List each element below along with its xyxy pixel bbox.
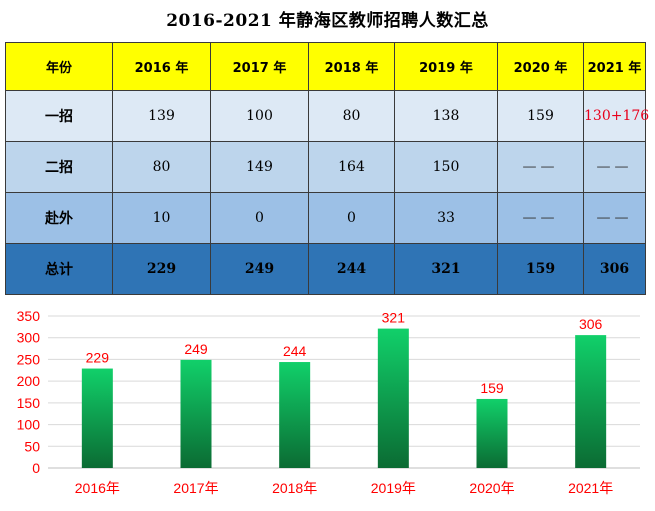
bar [575,335,607,468]
table-row-first-round: 一招 139 100 80 138 159 130+176 [5,90,649,142]
row-label: 总计 [5,243,113,295]
table-cell: 139 [112,90,211,142]
header-cell: 2017 年 [210,42,309,91]
table-cell-highlight: 130+176 [583,90,649,142]
table-cell: 0 [210,192,309,244]
table-cell: 249 [210,243,309,295]
bar [377,328,409,468]
header-cell: 2019 年 [394,42,498,91]
bar [279,362,311,468]
table-cell: 100 [210,90,309,142]
table-cell: —— [583,141,646,193]
y-tick-label: 350 [17,308,41,324]
y-tick-label: 200 [17,373,41,389]
page-title: 2016-2021 年静海区教师招聘人数汇总 [166,11,489,31]
table-cell: 0 [308,192,395,244]
header-row: 年份 2016 年 2017 年 2018 年 2019 年 2020 年 20… [5,42,646,91]
x-tick-label: 2017年 [173,480,218,496]
bar [180,359,212,468]
table-cell: 150 [394,141,498,193]
row-label: 一招 [5,90,113,142]
table-cell: 138 [394,90,498,142]
bar-chart-svg: 0 50 100 150 200 250 300 350 229 2016年 249 2017年 244… [17,308,640,496]
bar-value-label: 306 [579,316,603,332]
table-cell: 321 [394,243,498,295]
header-cell: 2021 年 [583,42,646,91]
x-tick-label: 2021年 [568,480,613,496]
table-cell: 159 [497,243,584,295]
table-row-second-round: 二招 80 149 164 150 —— —— [5,141,646,193]
table-cell: 244 [308,243,395,295]
header-cell-year: 年份 [5,42,113,91]
x-tick-label: 2020年 [469,480,514,496]
y-tick-label: 100 [17,417,41,433]
table-cell: 33 [394,192,498,244]
x-tick-label: 2016年 [75,480,120,496]
row-label: 赴外 [5,192,113,244]
x-tick-label: 2019年 [371,480,416,496]
bar [81,368,113,468]
table-cell: 164 [308,141,395,193]
table-cell: 80 [112,141,211,193]
table-cell: 10 [112,192,211,244]
bar-value-label: 321 [382,310,406,326]
table-row-total: 总计 229 249 244 321 159 306 [5,243,646,295]
y-tick-label: 300 [17,330,41,346]
bar-chart: 0 50 100 150 200 250 300 350 229 2016年 249 2017年 244… [0,300,655,507]
y-tick-label: 150 [17,395,41,411]
table-cell: 306 [583,243,646,295]
y-tick-label: 50 [24,438,40,454]
table-cell: —— [583,192,646,244]
header-cell: 2018 年 [308,42,395,91]
header-cell: 2020 年 [497,42,584,91]
bar-value-label: 249 [184,341,208,357]
y-tick-label: 0 [32,460,40,476]
header-cell: 2016 年 [112,42,211,91]
summary-table: 年份 2016 年 2017 年 2018 年 2019 年 2020 年 20… [5,42,649,295]
y-tick-label: 250 [17,351,41,367]
table-row-outbound: 赴外 10 0 0 33 —— —— [5,192,646,244]
x-tick-label: 2018年 [272,480,317,496]
table-cell: 80 [308,90,395,142]
table-cell: 229 [112,243,211,295]
table-cell: —— [497,141,584,193]
bar-value-label: 159 [480,380,504,396]
bar-value-label: 229 [86,350,110,366]
table-cell: 149 [210,141,309,193]
bar [476,398,508,468]
table-cell: —— [497,192,584,244]
row-label: 二招 [5,141,113,193]
table-cell: 159 [497,90,584,142]
bar-value-label: 244 [283,343,307,359]
